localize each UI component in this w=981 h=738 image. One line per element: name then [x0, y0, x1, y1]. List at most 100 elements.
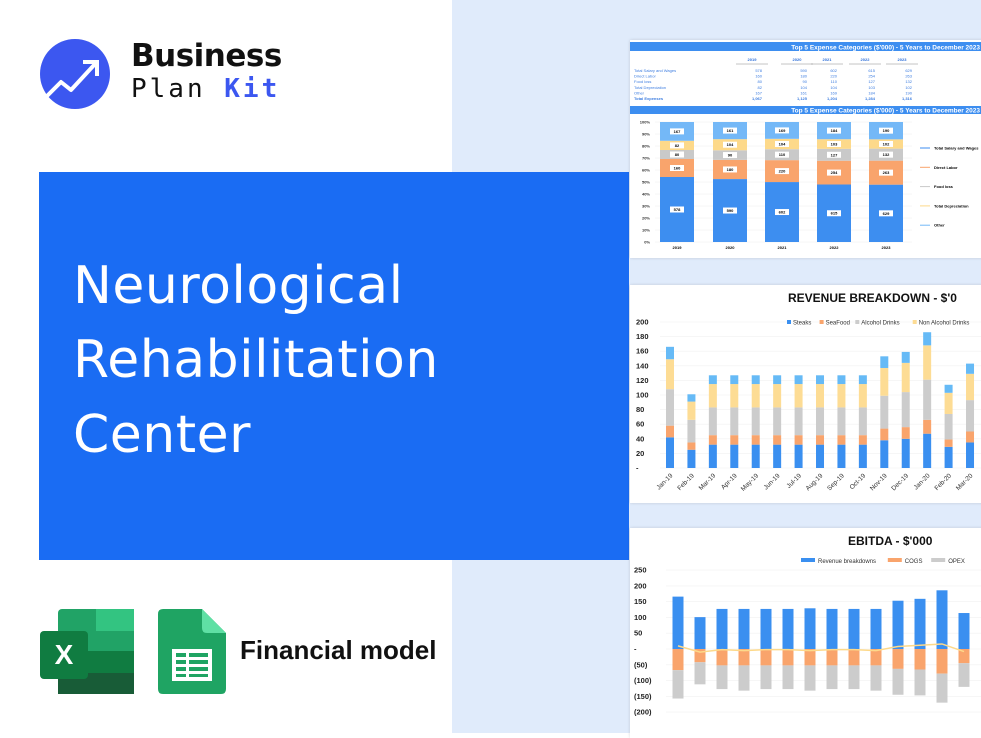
table-cell: 254 [868, 74, 875, 79]
bar-segment [666, 359, 674, 390]
revenue-panel: REVENUE BREAKDOWN - $'0 - 20 40 60 80 100 120 14… [630, 285, 981, 503]
x-tick-label: Feb-19 [676, 472, 696, 492]
y-tick-label: 100% [640, 120, 651, 125]
data-label: 629 [883, 211, 890, 216]
table-row-label: Total Salary and Wages [634, 68, 676, 73]
x-tick-label: 2022 [830, 245, 840, 250]
bar-segment [923, 332, 932, 346]
bar-segment [880, 356, 889, 368]
legend-label: OPEX [948, 559, 965, 565]
y-tick-label: 180 [636, 332, 649, 341]
data-label: 254 [831, 170, 838, 175]
expense-panel: Top 5 Expense Categories ($'000) - 5 Yea… [630, 40, 981, 258]
data-label-box [775, 209, 789, 216]
bar-segment [826, 608, 838, 649]
data-label: 102 [883, 141, 890, 146]
bar-segment [901, 427, 910, 439]
bar-segment [687, 449, 696, 468]
x-tick-label: Jul-19 [786, 472, 804, 490]
legend-label: Non Alcohol Drinks [919, 321, 970, 327]
title-line-1: Neurological [73, 256, 404, 316]
table-column-header: 2022 [861, 57, 871, 62]
data-label-box [670, 164, 684, 171]
data-label-box [879, 210, 893, 217]
data-label-box [879, 127, 893, 134]
bar-segment [923, 345, 932, 380]
bar-segment [773, 384, 782, 408]
bar-segment [794, 375, 803, 385]
y-tick-label: 20% [642, 216, 650, 221]
y-tick-label: 250 [634, 566, 647, 575]
y-tick-label: 50 [634, 629, 642, 638]
bar-segment [804, 649, 816, 666]
ebitda-line [677, 643, 965, 653]
y-tick-label: 140 [636, 361, 649, 370]
data-label: 602 [779, 210, 786, 215]
table-cell: 184 [868, 90, 875, 95]
data-label-box [723, 152, 737, 159]
table-cell: 578 [755, 68, 762, 73]
x-tick-label: Mar-20 [955, 472, 975, 492]
bar-segment [880, 440, 889, 468]
y-tick-label: 40% [642, 192, 650, 197]
bar-segment [751, 407, 760, 436]
table-column-header: 2023 [898, 57, 908, 62]
title-line-2: Rehabilitation [73, 330, 439, 390]
legend-label: Total Depreciation [934, 203, 969, 208]
data-label-box [723, 207, 737, 214]
table-cell: 263 [905, 74, 912, 79]
y-tick-label: 20 [636, 449, 644, 458]
bar-segment [708, 407, 717, 436]
bar-segment [944, 413, 953, 440]
legend-swatch [855, 320, 860, 324]
excel-icon: X [40, 609, 134, 694]
table-column-header: 2019 [748, 57, 758, 62]
table-row-label: Total Depreciation [634, 85, 666, 90]
bar-segment [923, 379, 932, 420]
bar-segment [694, 649, 706, 663]
svg-text:X: X [55, 639, 74, 670]
bar-segment [716, 608, 728, 649]
bar-segment [708, 384, 717, 408]
y-tick-label: - [634, 645, 637, 654]
x-tick-label: 2021 [778, 245, 788, 250]
bar-segment [760, 665, 772, 690]
bar-segment [936, 649, 948, 674]
y-tick-label: 200 [636, 318, 649, 327]
bar-segment [738, 649, 750, 666]
y-tick-label: 160 [636, 347, 649, 356]
y-tick-label: 90% [642, 132, 650, 137]
bar-segment [687, 442, 696, 450]
bar-segment [966, 431, 975, 443]
bar-segment [966, 442, 975, 468]
data-label-box [827, 210, 841, 217]
bar-segment [901, 438, 910, 468]
y-tick-label: (150) [634, 692, 652, 701]
y-tick-label: 150 [634, 597, 647, 606]
bar-segment [730, 384, 739, 408]
data-label: 103 [831, 142, 838, 147]
y-tick-label: (100) [634, 676, 652, 685]
table-cell: 615 [868, 68, 875, 73]
x-tick-label: Jun-19 [763, 472, 782, 491]
bar-segment [966, 373, 975, 401]
bar-segment [958, 663, 970, 687]
legend-swatch [887, 558, 902, 562]
bar-segment [936, 590, 948, 649]
data-label: 104 [779, 142, 786, 147]
bar-segment [708, 435, 717, 445]
bar-segment [837, 407, 846, 436]
table-cell: 1,125 [797, 96, 808, 101]
data-label: 90 [728, 153, 733, 158]
y-tick-label: 70% [642, 156, 650, 161]
table-cell: 103 [868, 85, 875, 90]
data-label-box [775, 168, 789, 175]
table-title-bar [630, 42, 981, 51]
data-label: 161 [727, 128, 734, 133]
bar-segment [773, 444, 782, 468]
x-tick-label: Feb-20 [933, 472, 953, 492]
table-cell: 1,316 [902, 96, 913, 101]
bar-segment [858, 435, 867, 445]
legend-swatch [931, 558, 946, 562]
x-tick-label: Nov-19 [869, 472, 889, 492]
